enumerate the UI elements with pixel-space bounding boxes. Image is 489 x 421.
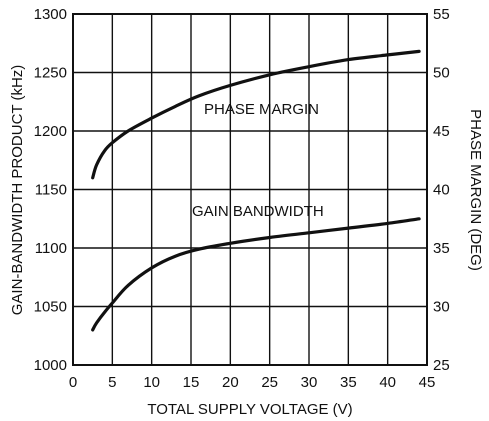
y2-tick-label: 50 <box>433 65 450 82</box>
plot-frame <box>72 13 428 366</box>
x-tick-label: 35 <box>340 374 357 391</box>
y2-tick-label: 55 <box>433 6 450 23</box>
y-tick-labels: 1000 1050 1100 1150 1200 1250 1300 <box>34 6 67 374</box>
y-tick-label: 1150 <box>35 182 67 199</box>
y2-tick-label: 45 <box>433 123 450 140</box>
y2-tick-labels: 25 30 35 40 45 50 55 <box>433 6 450 374</box>
x-tick-label: 30 <box>301 374 318 391</box>
series-phase-margin <box>91 49 421 180</box>
x-axis-label: TOTAL SUPPLY VOLTAGE (V) <box>147 401 352 418</box>
x-tick-label: 45 <box>419 374 436 391</box>
y-tick-label: 1250 <box>34 65 67 82</box>
series-curves <box>91 49 421 332</box>
y-tick-label: 1000 <box>34 357 67 374</box>
x-tick-labels: 0 5 10 15 20 25 30 35 40 45 <box>69 374 436 391</box>
y2-tick-label: 35 <box>433 240 450 257</box>
annotation-gain-bandwidth: GAIN BANDWIDTH <box>192 203 324 220</box>
x-tick-label: 25 <box>261 374 278 391</box>
y2-tick-label: 40 <box>433 182 450 199</box>
series-gain-bandwidth <box>91 217 421 332</box>
x-tick-label: 5 <box>108 374 116 391</box>
y2-tick-label: 25 <box>433 357 450 374</box>
y-tick-label: 1300 <box>34 6 67 23</box>
y-tick-label: 1050 <box>34 299 67 316</box>
x-tick-label: 10 <box>143 374 160 391</box>
x-tick-label: 15 <box>183 374 200 391</box>
y-tick-label: 1100 <box>35 240 67 257</box>
y-axis-label: GAIN-BANDWIDTH PRODUCT (kHz) <box>9 65 26 316</box>
y2-axis-label: PHASE MARGIN (DEG) <box>467 109 484 271</box>
x-tick-label: 40 <box>379 374 396 391</box>
x-tick-label: 0 <box>69 374 77 391</box>
grid-lines <box>73 14 427 365</box>
x-tick-label: 20 <box>222 374 239 391</box>
y2-tick-label: 30 <box>433 299 450 316</box>
y-tick-label: 1200 <box>34 123 67 140</box>
annotation-phase-margin: PHASE MARGIN <box>204 101 319 118</box>
